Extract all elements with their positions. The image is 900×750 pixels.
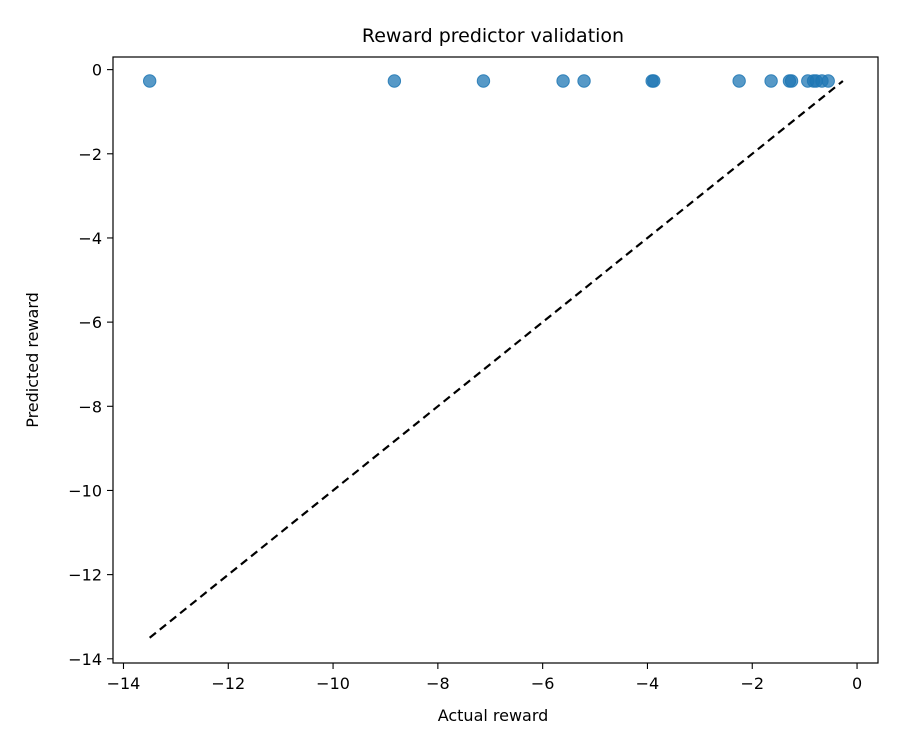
x-axis-label: Actual reward (438, 706, 549, 725)
x-tick-label: −14 (107, 674, 141, 693)
plot-area (142, 74, 844, 639)
x-tick-label: −12 (211, 674, 245, 693)
scatter-point (476, 74, 491, 88)
x-axis: −14 −12 −10 −8 −6 −4 −2 0 (107, 663, 862, 693)
y-tick-label: −8 (78, 397, 102, 416)
axes-frame (112, 56, 879, 664)
scatter-point (784, 74, 799, 88)
scatter-point (821, 74, 835, 88)
reference-line (148, 80, 844, 639)
y-tick-label: −4 (78, 229, 102, 248)
y-tick-label: −12 (68, 566, 102, 585)
scatter-point (732, 74, 746, 88)
scatter-point (647, 74, 661, 88)
y-axis-label: Predicted reward (23, 292, 42, 428)
y-tick-label: −6 (78, 313, 102, 332)
y-tick-label: −2 (78, 145, 102, 164)
x-tick-label: −2 (740, 674, 764, 693)
x-tick-label: −10 (316, 674, 350, 693)
scatter-point (387, 74, 402, 88)
scatter-point (142, 74, 157, 88)
y-tick-label: −10 (68, 481, 102, 500)
x-tick-label: 0 (852, 674, 862, 693)
scatter-point (556, 74, 570, 88)
scatter-point (577, 74, 591, 88)
scatter-point (764, 74, 778, 88)
chart-title: Reward predictor validation (362, 25, 624, 47)
x-tick-label: −4 (636, 674, 660, 693)
x-tick-label: −6 (531, 674, 555, 693)
x-tick-label: −8 (426, 674, 450, 693)
y-axis: −14 −12 −10 −8 −6 −4 −2 0 (68, 61, 113, 669)
y-tick-label: 0 (92, 61, 102, 80)
y-tick-label: −14 (68, 650, 102, 669)
